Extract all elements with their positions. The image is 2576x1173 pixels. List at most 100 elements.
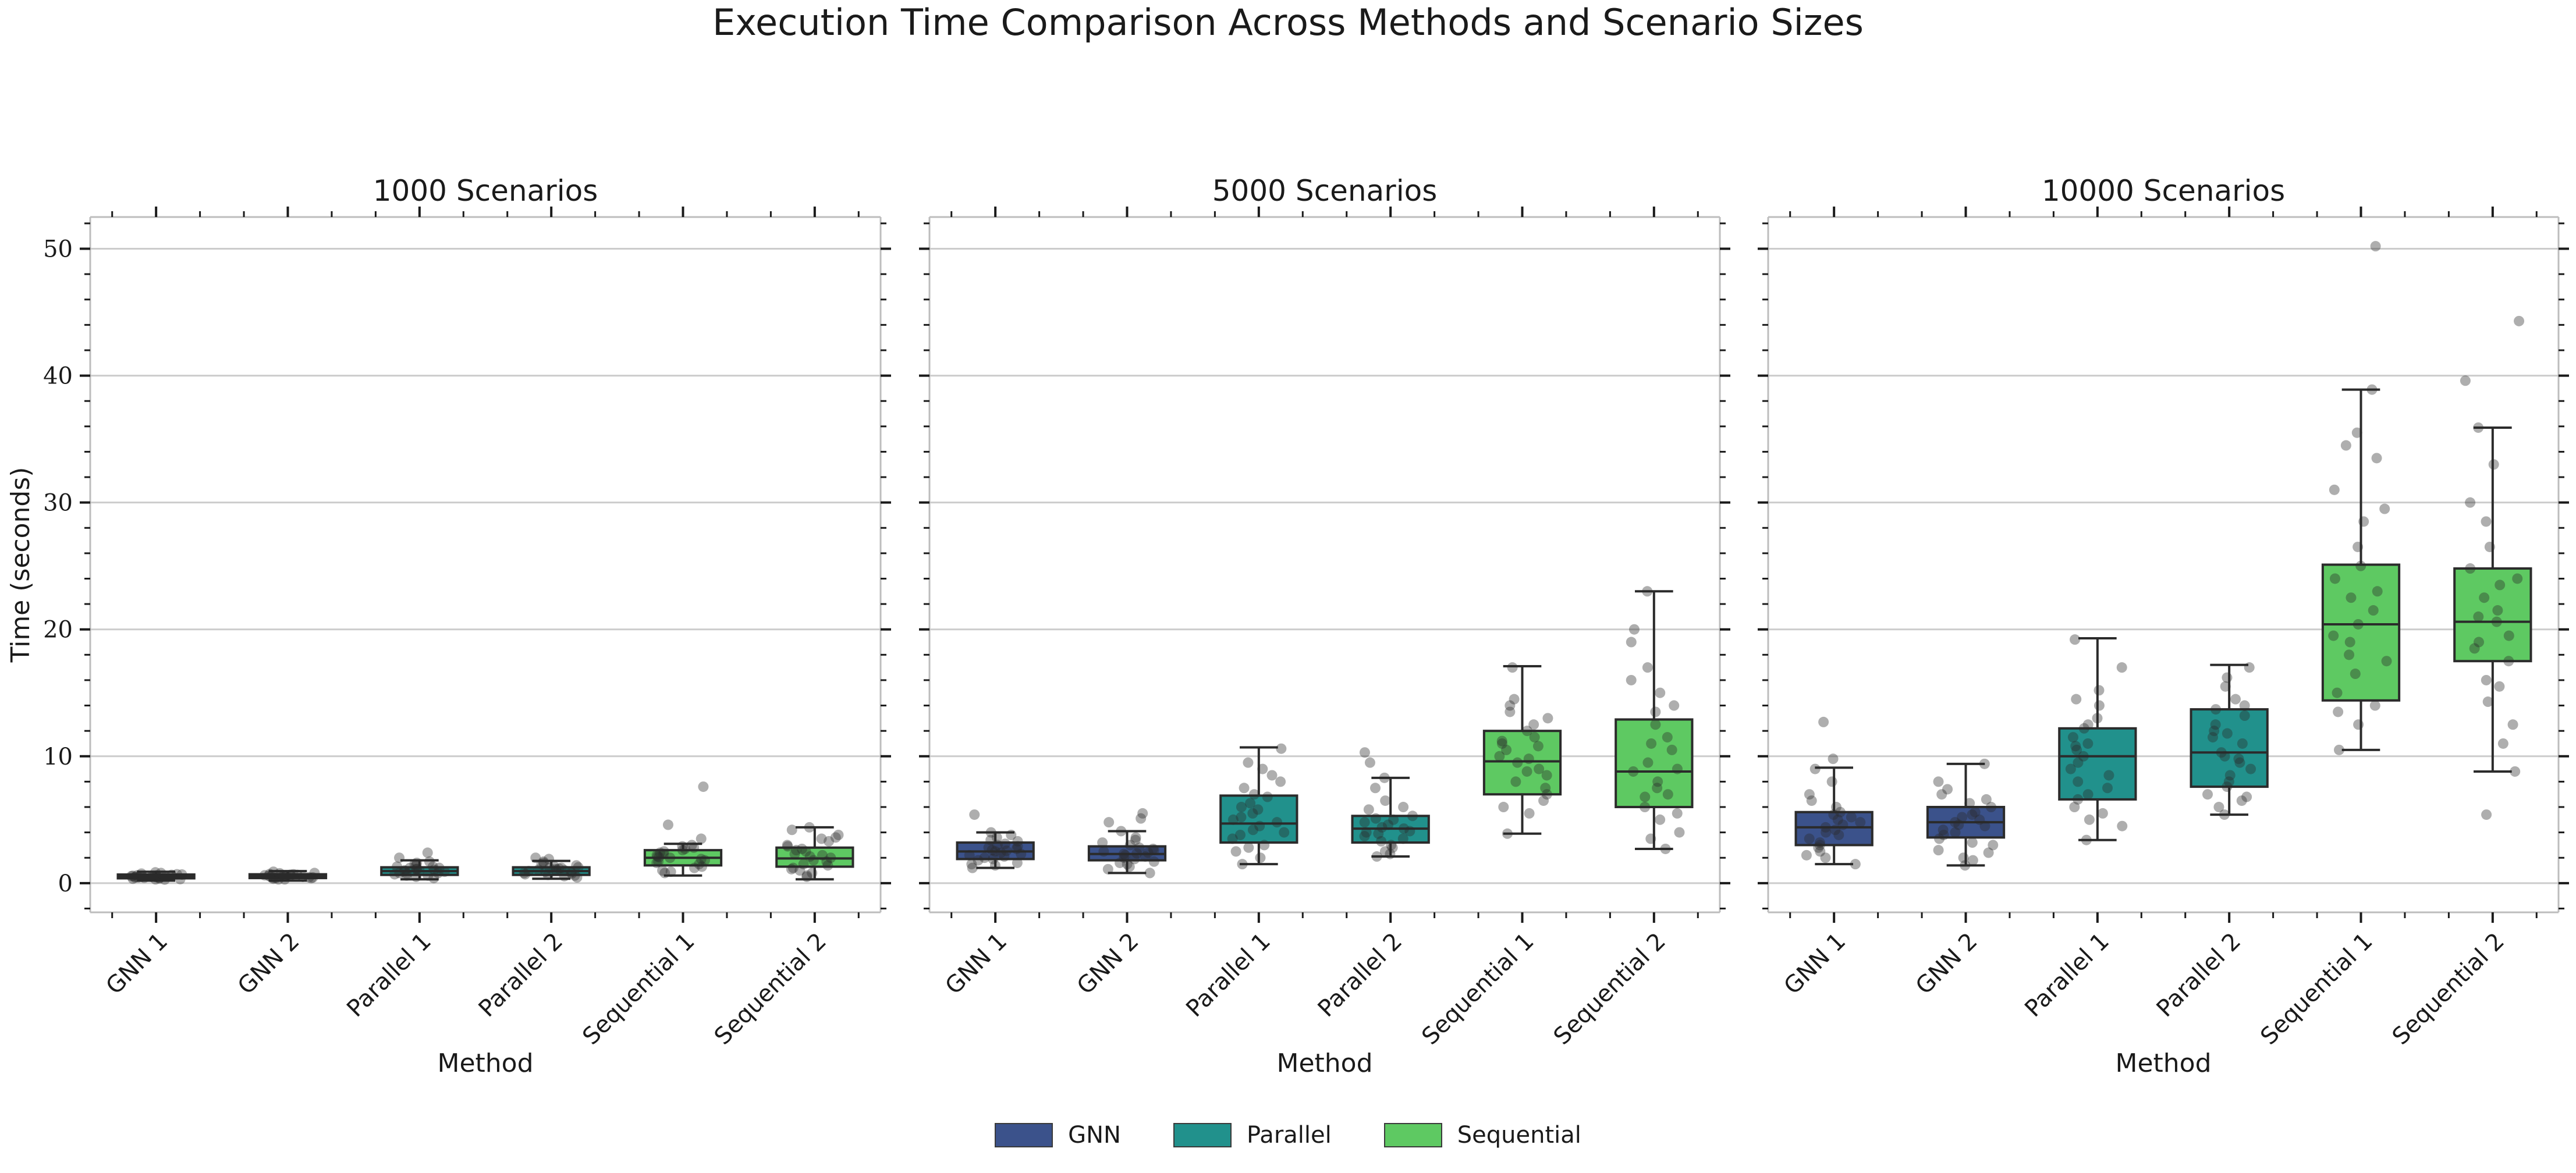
data-point xyxy=(696,861,707,872)
data-point xyxy=(804,851,815,862)
xtick-label: Sequential 1 xyxy=(1417,928,1539,1050)
data-point xyxy=(263,870,274,881)
data-point xyxy=(1826,776,1837,787)
data-point xyxy=(689,842,700,853)
data-point xyxy=(259,870,270,881)
data-point xyxy=(1669,700,1680,711)
data-point xyxy=(786,863,797,875)
data-point xyxy=(1380,795,1391,806)
xtick-label: Parallel 2 xyxy=(2152,928,2247,1023)
data-point xyxy=(987,845,998,856)
data-point xyxy=(428,873,439,884)
data-point xyxy=(1227,814,1239,825)
data-point xyxy=(1646,738,1657,749)
data-point xyxy=(1529,732,1540,743)
xtick-label: Sequential 2 xyxy=(709,928,832,1050)
data-point xyxy=(804,822,815,833)
data-point xyxy=(2503,630,2514,641)
data-point xyxy=(544,862,555,873)
data-point xyxy=(523,866,534,877)
box-body xyxy=(1482,730,1562,796)
data-point xyxy=(1148,845,1159,856)
data-point xyxy=(991,832,1002,843)
data-point xyxy=(1359,817,1370,828)
data-point xyxy=(2469,643,2480,654)
data-point xyxy=(1130,834,1141,845)
data-point xyxy=(401,870,412,881)
data-point xyxy=(2514,315,2525,326)
data-point xyxy=(1386,840,1397,851)
ytick-label: 30 xyxy=(43,490,73,517)
data-point xyxy=(1098,846,1109,857)
box-gnn-2 xyxy=(1087,808,1167,879)
box-parallel-1 xyxy=(1219,743,1298,870)
box-gnn-2 xyxy=(248,866,328,885)
data-point xyxy=(1275,776,1286,787)
data-point xyxy=(265,871,276,882)
legend-label-sequential: Sequential xyxy=(1457,1122,1581,1149)
data-point xyxy=(2082,719,2094,730)
data-point xyxy=(402,868,413,879)
data-point xyxy=(1230,846,1241,857)
ytick-label: 40 xyxy=(43,363,73,390)
data-point xyxy=(2239,710,2250,721)
data-point xyxy=(1115,857,1126,868)
data-point xyxy=(151,870,162,881)
data-point xyxy=(1521,766,1532,777)
data-point xyxy=(132,870,143,881)
data-point xyxy=(2473,611,2484,622)
data-point xyxy=(139,872,150,883)
box-gnn-1 xyxy=(1794,716,1874,870)
data-point xyxy=(279,874,290,885)
data-point xyxy=(434,862,445,873)
xtick-label: GNN 1 xyxy=(1779,928,1851,1000)
data-point xyxy=(2082,789,2094,800)
data-point xyxy=(2481,516,2492,527)
data-point xyxy=(665,866,676,877)
data-point xyxy=(1814,837,1825,848)
data-point xyxy=(2344,637,2355,648)
data-point xyxy=(303,872,314,883)
data-point xyxy=(798,859,809,870)
data-point xyxy=(1257,763,1268,774)
data-point xyxy=(1850,859,1861,870)
data-point xyxy=(2370,241,2381,252)
data-point xyxy=(1407,811,1418,822)
data-point xyxy=(2207,732,2218,743)
data-point xyxy=(549,861,560,872)
data-point xyxy=(1510,776,1521,787)
data-point xyxy=(1279,827,1290,838)
data-point xyxy=(1501,744,1512,755)
data-point xyxy=(1818,716,1829,727)
data-point xyxy=(1148,856,1159,867)
data-point xyxy=(1933,776,1944,787)
box-body xyxy=(775,846,854,868)
data-point xyxy=(542,869,553,880)
data-point xyxy=(1828,753,1839,765)
data-point xyxy=(1496,738,1507,749)
ytick-label: 50 xyxy=(43,236,73,263)
data-point xyxy=(2460,375,2471,386)
data-point xyxy=(2465,563,2476,574)
data-point xyxy=(985,834,996,845)
data-point xyxy=(1830,824,1841,836)
box-sequential-1 xyxy=(643,781,723,879)
data-point xyxy=(394,868,405,879)
data-point xyxy=(1144,868,1155,879)
data-point xyxy=(677,841,688,852)
data-point xyxy=(129,872,140,883)
box-sequential-2 xyxy=(775,822,854,882)
data-point xyxy=(405,862,416,873)
data-point xyxy=(800,846,811,857)
data-point xyxy=(2237,738,2248,749)
data-point xyxy=(2084,814,2095,825)
data-point xyxy=(2210,704,2222,715)
data-point xyxy=(2368,605,2379,616)
data-point xyxy=(273,874,284,885)
data-point xyxy=(1397,833,1408,844)
data-point xyxy=(2102,783,2113,794)
xtick-label: GNN 2 xyxy=(1911,928,1983,1000)
box-sequential-2 xyxy=(1615,586,1694,854)
data-point xyxy=(1934,833,1945,844)
data-point xyxy=(696,833,707,844)
